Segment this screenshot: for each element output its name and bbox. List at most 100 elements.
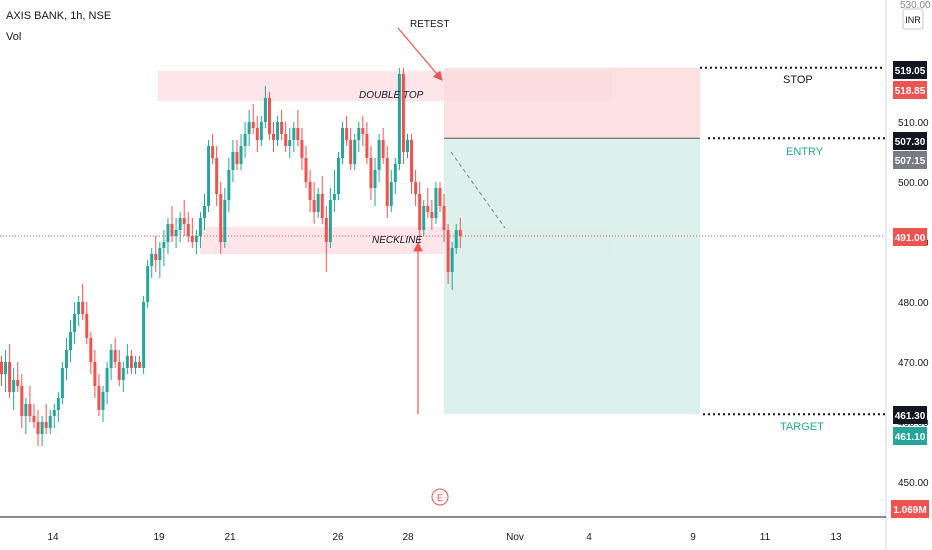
candle-body bbox=[69, 332, 73, 350]
candle-body bbox=[93, 362, 97, 386]
candle-body bbox=[77, 302, 81, 314]
y-tick-label: 510.00 bbox=[898, 118, 929, 129]
candle-body bbox=[328, 200, 332, 242]
x-tick-label: 13 bbox=[830, 532, 842, 543]
target-label: TARGET bbox=[780, 421, 824, 433]
candle-body bbox=[345, 128, 349, 140]
entry-label: ENTRY bbox=[786, 146, 824, 158]
candle-body bbox=[385, 158, 389, 206]
candle-body bbox=[251, 122, 255, 128]
candle-body bbox=[142, 302, 146, 368]
candle-body bbox=[406, 140, 409, 152]
candle-body bbox=[219, 194, 223, 242]
candle-body bbox=[28, 404, 32, 416]
candle-body bbox=[40, 422, 44, 434]
candle-body bbox=[320, 194, 324, 218]
x-tick-label: 14 bbox=[47, 532, 59, 543]
price-tag-bg bbox=[893, 132, 927, 150]
candle-body bbox=[288, 140, 292, 146]
price-tag-bg bbox=[893, 81, 927, 99]
candle-body bbox=[280, 122, 284, 134]
retest-arrow bbox=[397, 27, 443, 81]
candle-body bbox=[0, 362, 3, 374]
candle-body bbox=[397, 74, 401, 164]
x-tick-label: 28 bbox=[402, 532, 414, 543]
candle-body bbox=[377, 140, 381, 170]
candle-body bbox=[389, 182, 393, 206]
price-tag-bg bbox=[893, 427, 927, 445]
candle-body bbox=[64, 350, 68, 368]
take-profit-zone bbox=[444, 138, 700, 415]
symbol-title: AXIS BANK, 1h, NSE bbox=[6, 10, 112, 22]
event-marker-label: E bbox=[437, 493, 443, 503]
candle-body bbox=[121, 368, 125, 380]
candle-body bbox=[430, 212, 434, 218]
candle-body bbox=[235, 152, 239, 164]
candle-body bbox=[8, 362, 12, 392]
stop-label: STOP bbox=[783, 74, 813, 86]
y-tick-label: 470.00 bbox=[898, 358, 929, 369]
volume-indicator-label: Vol bbox=[6, 31, 22, 43]
price-tag-bg bbox=[893, 406, 927, 424]
candle-body bbox=[410, 140, 414, 182]
price-tag-label: 518.85 bbox=[895, 86, 926, 97]
candle-body bbox=[52, 410, 56, 416]
candle-body bbox=[174, 230, 178, 236]
currency-label: INR bbox=[905, 15, 921, 25]
candle-body bbox=[438, 188, 442, 206]
price-tag-label: 461.30 bbox=[895, 411, 926, 422]
candle-body bbox=[316, 194, 320, 212]
candle-body bbox=[369, 158, 373, 188]
candle-body bbox=[255, 128, 259, 140]
candle-body bbox=[154, 254, 158, 260]
volume-tag-label: 1.069M bbox=[893, 505, 926, 516]
candle-body bbox=[101, 392, 105, 410]
candle-body bbox=[81, 302, 85, 314]
candle-body bbox=[353, 140, 357, 164]
candle-body bbox=[312, 200, 316, 212]
candle-body bbox=[259, 122, 263, 140]
candle-body bbox=[20, 386, 24, 416]
candle-body bbox=[276, 122, 280, 140]
candle-body bbox=[422, 206, 426, 230]
candle-body bbox=[89, 338, 93, 362]
y-tick-label: 500.00 bbox=[898, 178, 929, 189]
trend-dashed-line bbox=[450, 151, 506, 229]
volume-tag-bg bbox=[891, 500, 929, 518]
candle-body bbox=[349, 140, 353, 164]
candle-body bbox=[32, 416, 36, 422]
candle-body bbox=[182, 218, 186, 224]
candles-group bbox=[0, 68, 462, 446]
candle-body bbox=[454, 230, 458, 248]
candle-body bbox=[186, 224, 190, 236]
candle-body bbox=[194, 236, 198, 242]
candle-body bbox=[4, 362, 8, 374]
x-tick-label: 4 bbox=[586, 532, 592, 543]
candle-body bbox=[381, 140, 385, 158]
candle-body bbox=[426, 206, 430, 212]
candle-body bbox=[300, 140, 304, 158]
y-tick-label: 450.00 bbox=[898, 478, 929, 489]
candle-body bbox=[263, 98, 267, 122]
candle-body bbox=[16, 380, 20, 386]
candle-body bbox=[170, 224, 174, 236]
neckline-label: NECKLINE bbox=[372, 235, 422, 246]
candle-body bbox=[138, 362, 142, 368]
candle-body bbox=[418, 194, 422, 230]
candle-body bbox=[56, 398, 60, 410]
x-tick-label: 21 bbox=[224, 532, 236, 543]
candle-body bbox=[414, 182, 418, 194]
candle-body bbox=[272, 134, 276, 140]
candle-body bbox=[227, 170, 231, 200]
candle-body bbox=[239, 146, 243, 164]
candle-body bbox=[109, 350, 113, 368]
candle-body bbox=[203, 206, 206, 218]
candle-body bbox=[341, 128, 345, 158]
candle-body bbox=[450, 248, 454, 272]
candle-body bbox=[434, 188, 438, 218]
candle-body bbox=[308, 182, 312, 200]
x-tick-label: 11 bbox=[760, 532, 771, 543]
candle-body bbox=[267, 98, 271, 134]
candle-body bbox=[190, 236, 194, 242]
candle-body bbox=[365, 134, 369, 158]
